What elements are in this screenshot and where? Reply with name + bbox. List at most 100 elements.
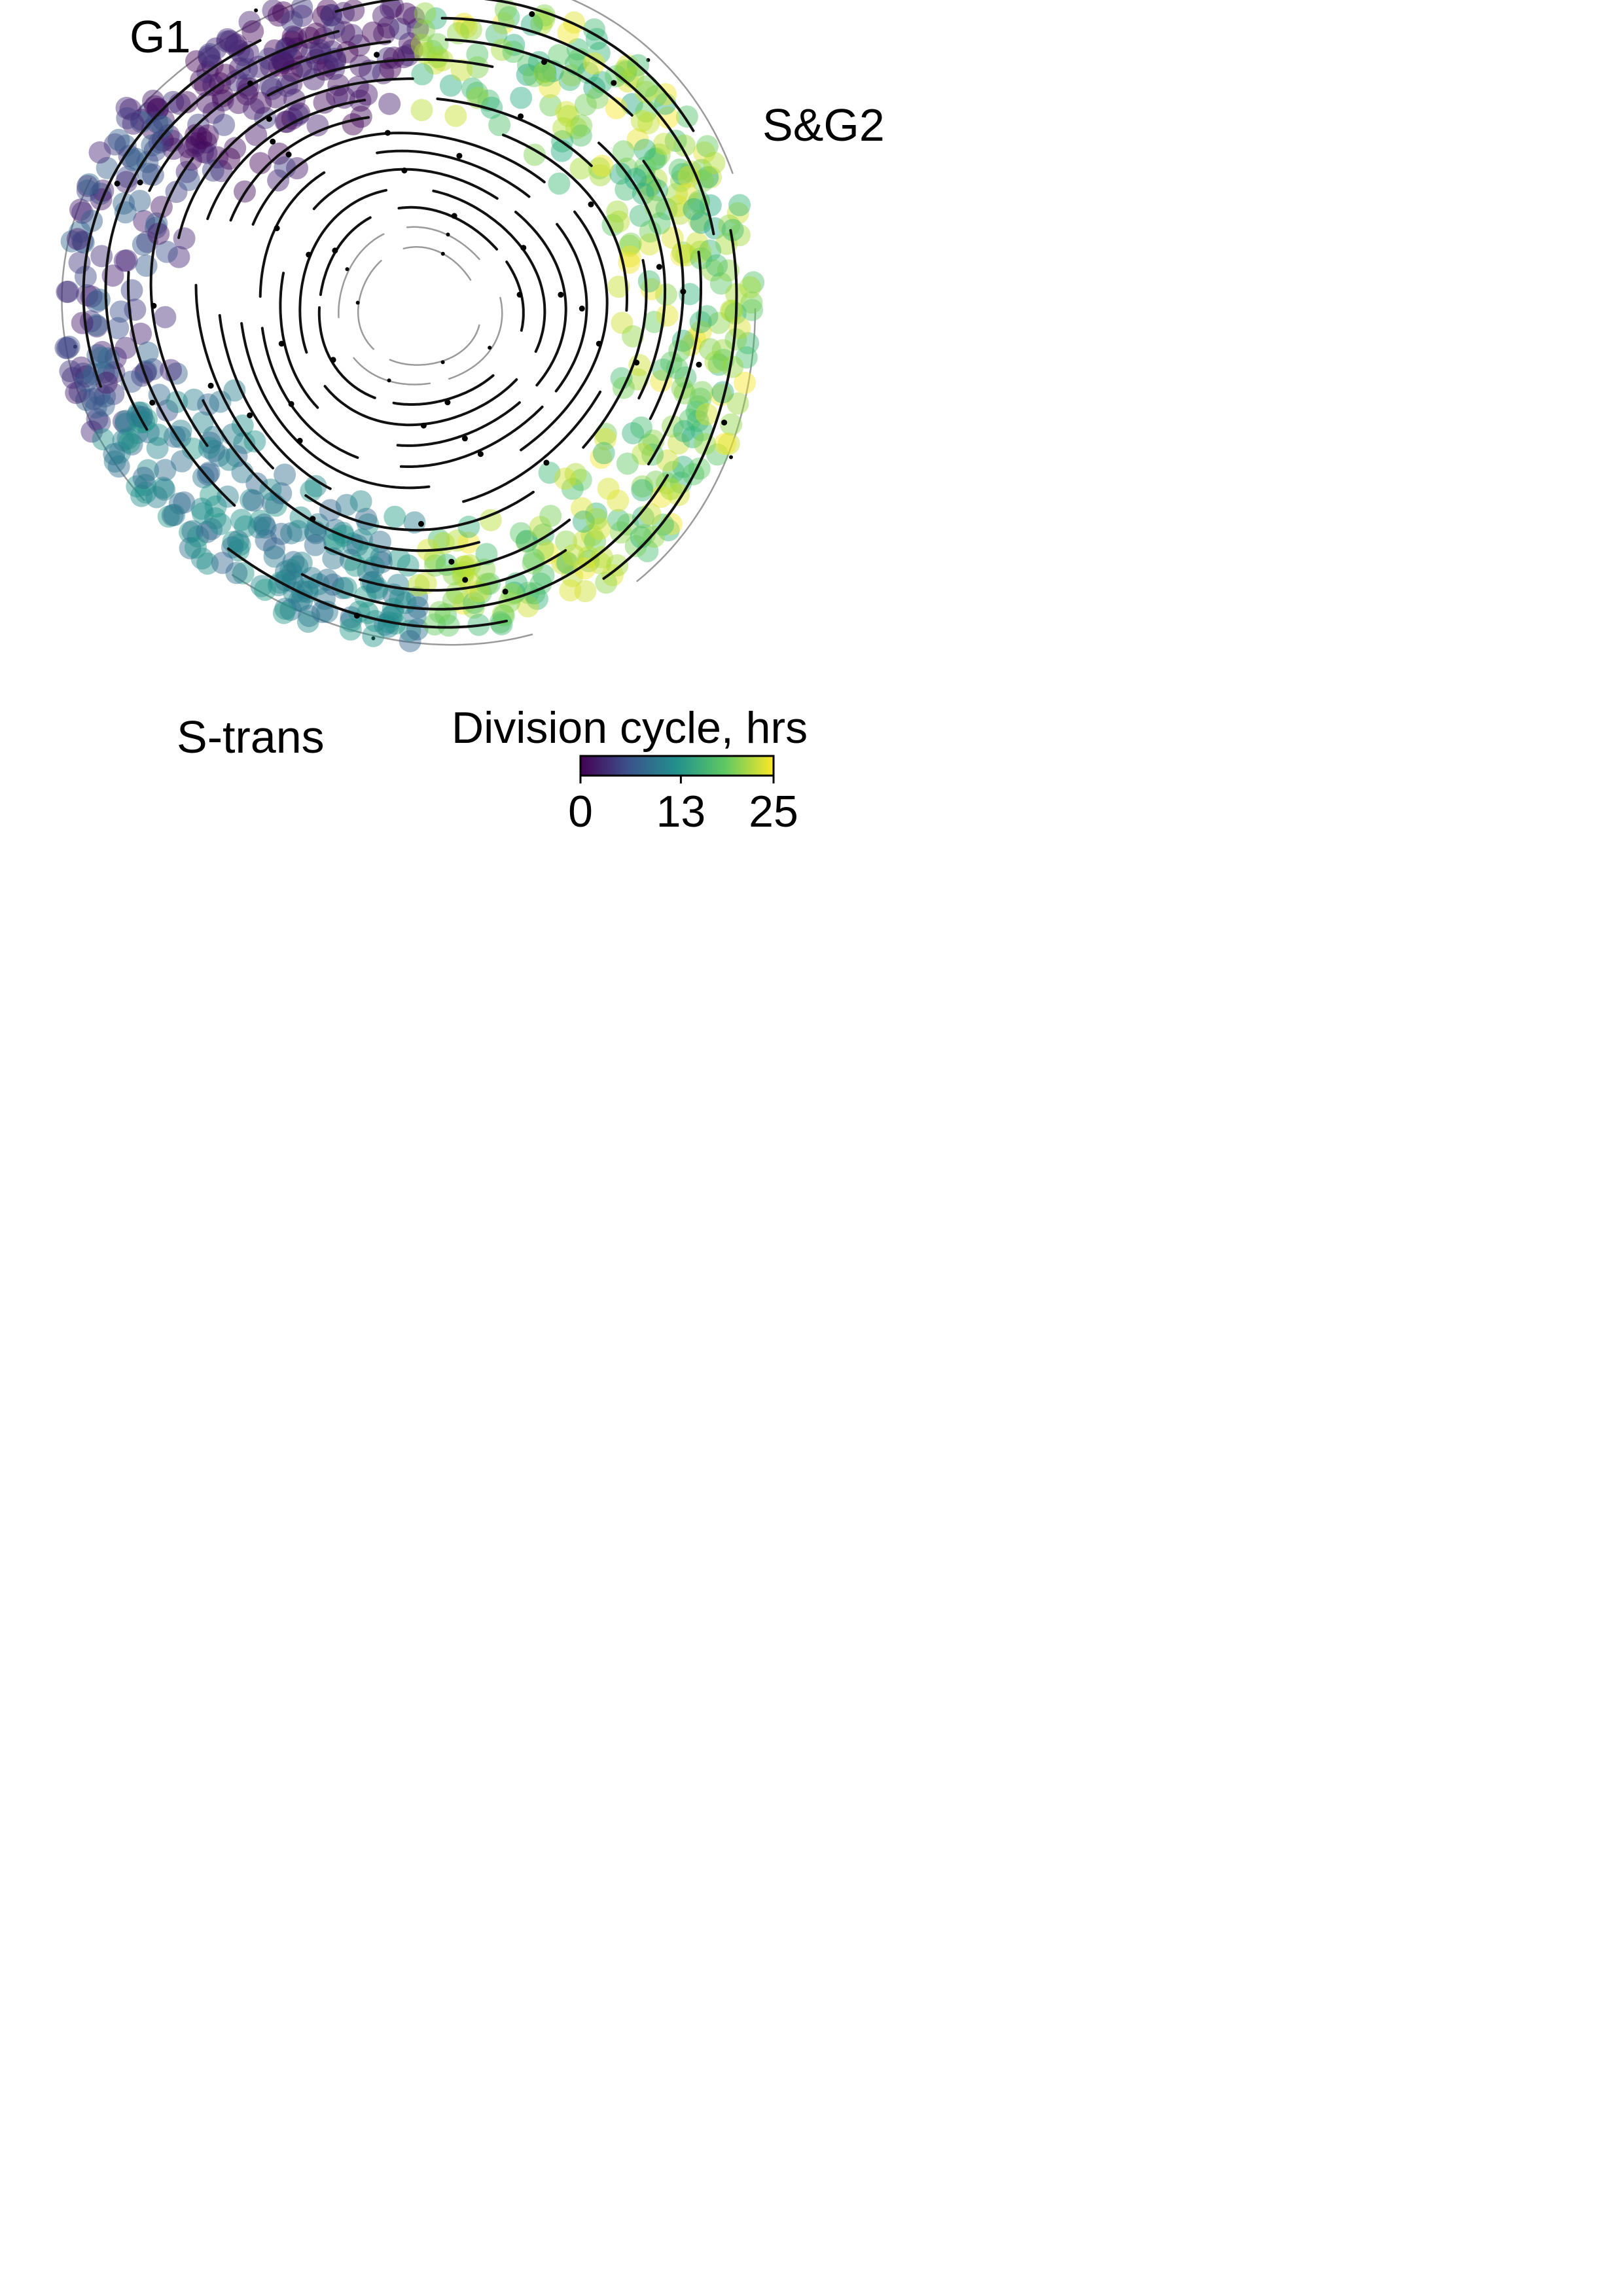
- data-point: [573, 529, 596, 552]
- data-point: [202, 74, 224, 97]
- data-point: [392, 46, 415, 69]
- data-point: [395, 2, 418, 25]
- data-point: [721, 355, 744, 378]
- data-point: [622, 66, 645, 88]
- data-point: [696, 166, 719, 188]
- data-point: [574, 580, 597, 603]
- data-point: [122, 112, 145, 135]
- data-point: [71, 312, 94, 334]
- data-point: [264, 86, 287, 109]
- streamline: [389, 324, 480, 366]
- data-point: [645, 147, 668, 170]
- data-point: [112, 410, 135, 433]
- streamline-arrowhead: [543, 459, 550, 466]
- data-point: [175, 160, 198, 183]
- data-point: [80, 285, 103, 308]
- data-point: [689, 240, 712, 263]
- data-point: [211, 552, 234, 574]
- data-point: [668, 202, 691, 225]
- data-point: [591, 154, 614, 177]
- data-point: [382, 603, 405, 626]
- data-point: [130, 484, 153, 507]
- data-point: [406, 618, 429, 641]
- data-point: [198, 437, 221, 459]
- data-point: [580, 524, 603, 547]
- data-point: [272, 601, 295, 624]
- data-point: [699, 239, 722, 262]
- data-point: [410, 99, 433, 122]
- scatter-points: [54, 0, 765, 653]
- data-point: [276, 111, 298, 134]
- streamline: [397, 206, 499, 251]
- data-point: [637, 433, 660, 456]
- data-point: [147, 98, 169, 120]
- data-point: [704, 351, 727, 374]
- data-point: [629, 204, 652, 227]
- data-point: [649, 212, 671, 235]
- data-point: [585, 502, 608, 525]
- data-point: [136, 151, 159, 173]
- colorbar-title: Division cycle, hrs: [452, 703, 808, 753]
- data-point: [205, 37, 228, 60]
- data-point: [274, 463, 296, 486]
- data-point: [57, 280, 80, 303]
- data-point: [618, 234, 641, 257]
- data-point: [168, 92, 191, 115]
- data-point: [66, 228, 89, 251]
- data-point: [427, 528, 450, 551]
- data-point: [668, 158, 691, 181]
- streamline-arrowhead: [278, 340, 285, 347]
- data-point: [306, 114, 329, 137]
- data-point: [75, 365, 98, 388]
- data-point: [554, 550, 577, 573]
- streamline: [554, 223, 588, 393]
- data-point: [559, 579, 582, 602]
- data-point: [656, 449, 679, 472]
- data-point: [242, 489, 265, 512]
- data-point: [221, 536, 243, 559]
- data-point: [615, 178, 637, 201]
- data-point: [170, 450, 193, 473]
- streamline-arrowhead: [516, 291, 523, 298]
- data-point: [488, 114, 511, 136]
- data-point: [516, 595, 539, 618]
- data-point: [77, 175, 99, 198]
- streamline-arrowhead: [729, 455, 733, 459]
- streamline: [231, 574, 533, 646]
- data-point: [737, 332, 759, 355]
- data-point: [638, 233, 661, 256]
- streamline-arrowhead: [633, 359, 640, 366]
- data-point: [479, 509, 502, 531]
- data-point: [185, 50, 207, 73]
- data-point: [672, 456, 695, 478]
- data-point: [594, 423, 617, 445]
- data-point: [707, 353, 730, 376]
- data-point: [573, 557, 596, 580]
- data-point: [103, 443, 126, 465]
- data-point: [241, 20, 264, 43]
- data-point: [413, 19, 436, 42]
- data-point: [190, 69, 213, 92]
- data-point: [643, 526, 666, 548]
- data-point: [480, 96, 503, 119]
- data-point: [198, 46, 221, 69]
- streamline-arrowhead: [374, 52, 380, 58]
- streamline-arrowhead: [529, 11, 535, 17]
- streamline: [357, 260, 382, 350]
- streamline: [260, 327, 359, 459]
- data-point: [202, 159, 224, 182]
- data-point: [714, 433, 736, 456]
- data-point: [555, 101, 578, 124]
- data-point: [389, 587, 412, 610]
- data-point: [247, 56, 270, 78]
- data-point: [223, 379, 246, 402]
- data-point: [222, 531, 245, 553]
- data-point: [411, 63, 434, 86]
- data-point: [114, 134, 137, 157]
- streamline-arrowhead: [721, 420, 728, 426]
- streamline: [82, 39, 262, 388]
- streamline-arrowhead: [579, 305, 585, 312]
- data-point: [704, 217, 726, 240]
- streamline-arrowhead: [247, 80, 253, 86]
- streamline-arrowhead: [387, 378, 391, 383]
